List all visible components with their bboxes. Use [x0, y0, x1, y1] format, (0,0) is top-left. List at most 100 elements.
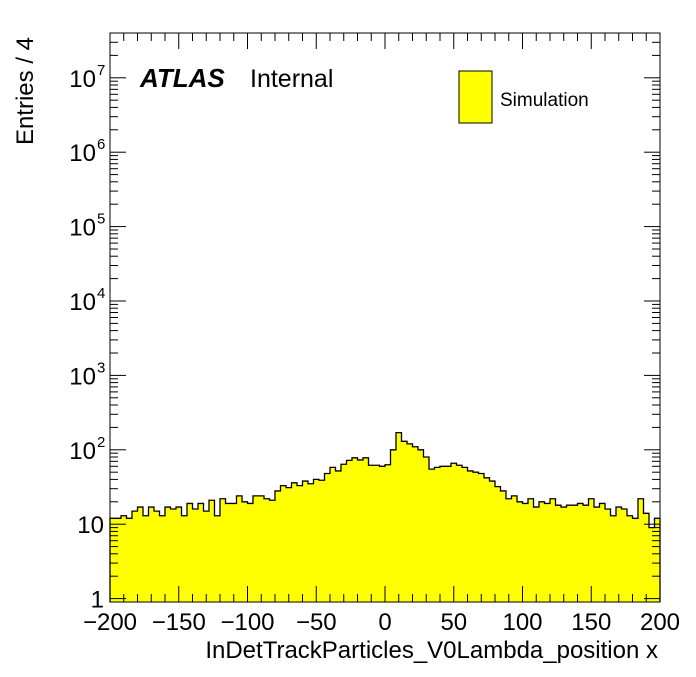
histogram-bin: [577, 503, 583, 602]
histogram-bin: [533, 507, 539, 602]
histogram-bin: [484, 477, 490, 602]
y-tick-label: 1: [91, 587, 104, 614]
histogram-bin: [583, 505, 589, 602]
histogram-bin: [495, 486, 501, 602]
histogram-bin: [473, 472, 479, 602]
histogram-bin: [187, 503, 193, 602]
histogram-bin: [148, 507, 154, 602]
y-tick-exponent: 7: [97, 62, 105, 79]
histogram-bin: [418, 449, 424, 602]
histogram-bin: [253, 495, 259, 602]
histogram-bin: [654, 518, 660, 602]
histogram-bin: [621, 509, 627, 602]
histogram-bin: [297, 485, 303, 602]
histogram-bin: [363, 457, 369, 602]
histogram-bin: [368, 465, 374, 602]
histogram-bin: [566, 505, 572, 602]
y-tick-exponent: 3: [97, 359, 105, 376]
histogram-bin: [550, 498, 556, 602]
x-tick-label: 0: [378, 609, 391, 636]
histogram-bin: [269, 500, 275, 602]
histogram-bin: [539, 501, 545, 602]
histogram-bin: [357, 459, 363, 602]
histogram-bin: [291, 482, 297, 602]
histogram-bin: [231, 503, 237, 602]
histogram-bin: [478, 473, 484, 602]
histogram-bin: [165, 507, 171, 602]
y-tick-exponent: 6: [97, 136, 105, 153]
histogram-bin: [544, 503, 550, 602]
y-tick-label: 10: [69, 215, 96, 242]
x-tick-label: 50: [440, 609, 467, 636]
histogram-bin: [181, 515, 187, 602]
histogram-bin: [302, 481, 308, 602]
histogram-bin: [379, 466, 385, 602]
histogram-bin: [401, 441, 407, 602]
x-tick-label: −100: [220, 609, 274, 636]
histogram-bin: [374, 465, 380, 602]
histogram-bin: [341, 464, 347, 602]
histogram-bin: [396, 432, 402, 602]
histogram-bin: [594, 507, 600, 602]
histogram-bin: [390, 449, 396, 602]
histogram-bin: [346, 460, 352, 602]
y-tick-exponent: 2: [97, 434, 105, 451]
y-tick-exponent: 5: [97, 211, 105, 228]
y-tick-label: 10: [69, 66, 96, 93]
histogram-bin: [451, 463, 457, 602]
y-tick-label: 10: [69, 438, 96, 465]
histogram-bin: [132, 511, 138, 602]
histogram-bin: [385, 464, 391, 602]
y-axis-label: Entries / 4: [12, 37, 39, 145]
histogram-bin: [429, 469, 435, 602]
histogram-bin: [170, 509, 176, 602]
histogram-bin: [236, 495, 242, 602]
histogram-bin: [159, 515, 165, 602]
y-axis-ticks: [110, 32, 660, 600]
x-tick-label: 150: [571, 609, 611, 636]
histogram-bin: [467, 470, 473, 602]
histogram-bin: [258, 495, 264, 602]
histogram-bin: [110, 518, 116, 602]
histogram-bin: [313, 479, 319, 602]
histogram-bin: [275, 490, 281, 602]
histogram-bin: [214, 515, 220, 602]
histogram-bin: [561, 507, 567, 602]
histogram-bin: [352, 457, 358, 602]
histogram-bin: [203, 511, 209, 602]
histogram-bin: [462, 467, 468, 602]
histogram-bin: [176, 507, 182, 602]
histogram-bin: [324, 473, 330, 602]
x-axis-tick-labels: −200 −150 −100 −50 0 50 100 150 200: [83, 609, 680, 636]
histogram-bin: [456, 465, 462, 602]
histogram-bin: [192, 509, 198, 602]
histogram-bin: [632, 518, 638, 602]
y-tick-exponent: 4: [97, 285, 105, 302]
histogram-bin: [572, 505, 578, 602]
legend: Simulation: [458, 70, 589, 124]
histogram-bin: [286, 487, 292, 602]
histogram-bin: [649, 527, 655, 602]
histogram-bin: [627, 515, 633, 602]
histogram-bin: [242, 501, 248, 602]
histogram-bin: [517, 501, 523, 602]
histogram-bin: [500, 490, 506, 602]
histogram-bin: [330, 467, 336, 602]
x-tick-label: −150: [152, 609, 206, 636]
x-axis-ticks: [109, 33, 661, 602]
y-tick-label: 10: [69, 289, 96, 316]
histogram-bin: [588, 498, 594, 602]
internal-label: Internal: [250, 65, 333, 93]
histogram-bin: [143, 515, 149, 602]
histogram-bin: [511, 495, 517, 602]
histogram-bin: [209, 500, 215, 602]
histogram-outline: [109, 431, 661, 602]
histogram-bin: [643, 513, 649, 602]
histogram-bin: [121, 515, 127, 602]
histogram-bin: [126, 518, 132, 602]
histogram-bin: [555, 505, 561, 602]
histogram-bin: [407, 443, 413, 602]
histogram-bin: [198, 503, 204, 602]
x-tick-label: 100: [502, 609, 542, 636]
